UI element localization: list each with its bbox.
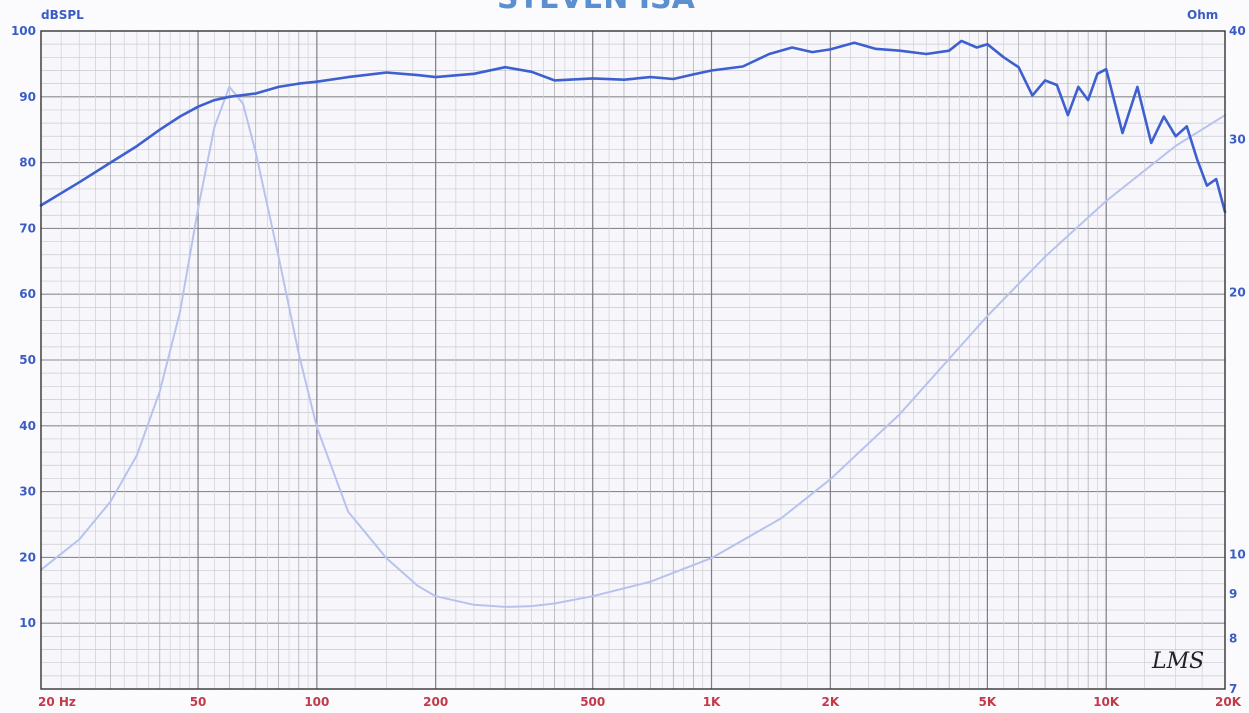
left-axis-unit: dBSPL <box>41 8 84 22</box>
right-tick-label: 7 <box>1229 682 1237 696</box>
grid-lines <box>41 31 1225 689</box>
left-tick-label: 70 <box>19 221 36 235</box>
lms-logo: LMS <box>1151 649 1204 674</box>
x-tick-label: 10K <box>1093 695 1120 709</box>
left-tick-label: 10 <box>19 616 36 630</box>
right-tick-label: 20 <box>1229 286 1246 300</box>
left-tick-label: 80 <box>19 156 36 170</box>
x-tick-label: 200 <box>423 695 448 709</box>
x-tick-label: 50 <box>190 695 207 709</box>
x-tick-label: 5K <box>979 695 997 709</box>
left-tick-label: 90 <box>19 90 36 104</box>
x-tick-label: 1K <box>703 695 721 709</box>
right-tick-label: 30 <box>1229 133 1246 147</box>
right-tick-label: 10 <box>1229 547 1246 561</box>
x-axis-ticks: 20 Hz 50 100 200 500 1K 2K 5K 10K 20K <box>38 695 1242 709</box>
right-tick-label: 40 <box>1229 24 1246 38</box>
x-tick-label: 20 Hz <box>38 695 76 709</box>
impedance-curve <box>40 85 1226 608</box>
right-axis-unit: Ohm <box>1187 8 1218 22</box>
left-axis-ticks: 10 20 30 40 50 60 70 80 90 100 <box>11 24 36 630</box>
left-tick-label: 40 <box>19 419 36 433</box>
spl-curve <box>39 39 1227 214</box>
x-tick-label: 2K <box>822 695 840 709</box>
x-tick-label: 100 <box>304 695 329 709</box>
left-tick-label: 100 <box>11 24 36 38</box>
right-tick-label: 9 <box>1229 587 1237 601</box>
chart-title-fragment: STEVEN ISA <box>497 0 696 16</box>
left-tick-label: 50 <box>19 353 36 367</box>
left-tick-label: 30 <box>19 485 36 499</box>
right-axis-ticks: 7 8 9 10 20 30 40 <box>1229 24 1246 696</box>
left-tick-label: 20 <box>19 550 36 564</box>
x-tick-label: 500 <box>580 695 605 709</box>
right-tick-label: 8 <box>1229 632 1237 646</box>
curves <box>39 39 1227 608</box>
plot-frame <box>40 30 1226 690</box>
left-tick-label: 60 <box>19 287 36 301</box>
x-tick-label: 20K <box>1215 695 1242 709</box>
